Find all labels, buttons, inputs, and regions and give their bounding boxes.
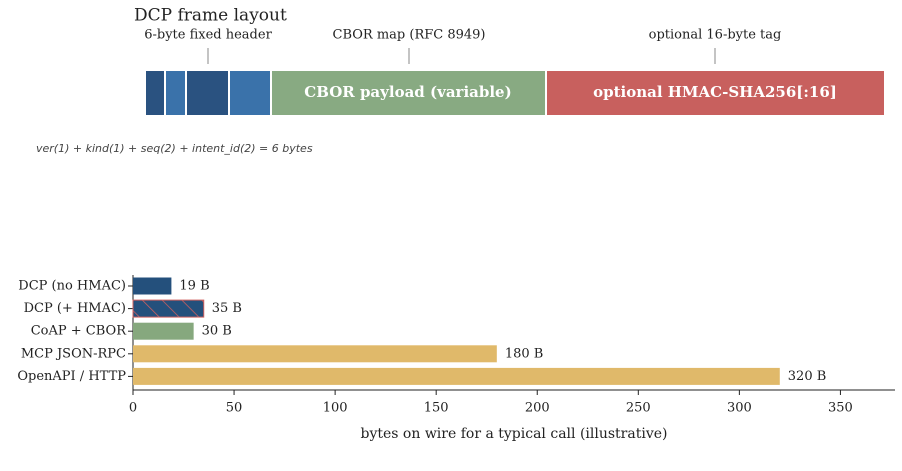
- frame-label: optional 16-byte tag: [649, 28, 782, 43]
- x-tick-label: 50: [226, 401, 243, 416]
- y-tick-label: DCP (+ HMAC): [24, 301, 126, 316]
- bar: [133, 277, 172, 295]
- bar-hatch: [133, 300, 204, 318]
- x-axis-label: bytes on wire for a typical call (illust…: [361, 426, 668, 442]
- bar: [133, 322, 194, 340]
- frame-title: DCP frame layout: [134, 6, 287, 26]
- y-tick-label: CoAP + CBOR: [31, 324, 127, 339]
- frame-label: CBOR map (RFC 8949): [333, 28, 486, 43]
- bar: [133, 367, 780, 385]
- tag-label: optional HMAC-SHA256[:16]: [593, 83, 837, 101]
- y-tick-label: DCP (no HMAC): [18, 279, 126, 294]
- x-tick-label: 100: [323, 401, 348, 416]
- value-label: 30 B: [202, 324, 232, 339]
- y-tick-label: MCP JSON-RPC: [21, 346, 126, 361]
- x-tick-label: 250: [626, 401, 651, 416]
- frame-label: 6-byte fixed header: [144, 28, 272, 43]
- bar: [133, 345, 497, 363]
- value-label: 19 B: [179, 279, 209, 294]
- x-tick-label: 350: [828, 401, 853, 416]
- x-tick-label: 150: [424, 401, 449, 416]
- frame-segments: [144, 69, 886, 117]
- x-tick-label: 300: [727, 401, 752, 416]
- value-label: 180 B: [505, 346, 544, 361]
- payload-label: CBOR payload (variable): [304, 83, 511, 101]
- y-tick-label: OpenAPI / HTTP: [17, 369, 126, 384]
- value-label: 320 B: [788, 369, 827, 384]
- pointer-lines: [207, 48, 716, 64]
- value-label: 35 B: [212, 301, 242, 316]
- frame-caption: ver(1) + kind(1) + seq(2) + intent_id(2)…: [36, 142, 313, 155]
- x-tick-label: 0: [129, 401, 137, 416]
- x-tick-label: 200: [525, 401, 550, 416]
